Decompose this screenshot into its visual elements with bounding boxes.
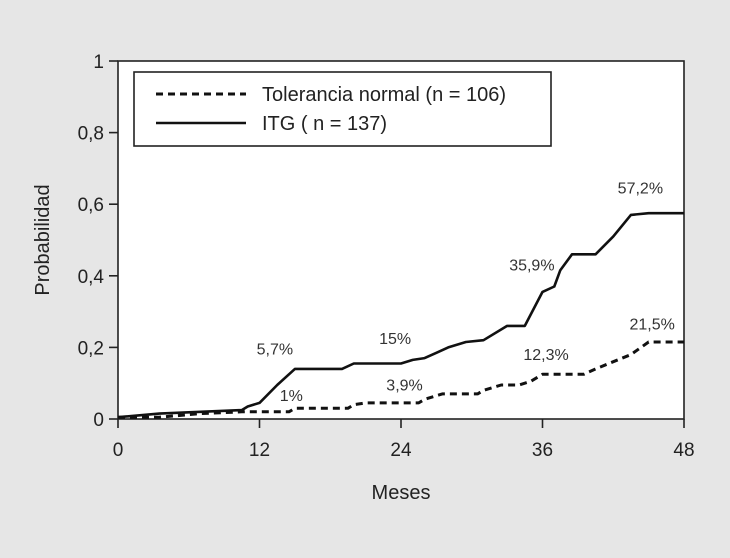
series-line-tolerancia-normal	[118, 340, 684, 419]
legend: Tolerancia normal (n = 106) ITG ( n = 137…	[133, 71, 552, 147]
legend-label: ITG ( n = 137)	[262, 113, 387, 135]
x-tick-label: 36	[532, 440, 553, 461]
data-label: 5,7%	[257, 342, 293, 359]
y-tick-label: 0,8	[78, 124, 104, 145]
series-line-itg	[117, 211, 684, 419]
data-label: 1%	[280, 388, 303, 405]
legend-label: Tolerancia normal (n = 106)	[262, 84, 506, 106]
data-label: 21,5%	[629, 317, 674, 334]
legend-box	[133, 71, 552, 147]
x-tick-label: 12	[249, 440, 270, 461]
data-label: 57,2%	[618, 180, 663, 197]
y-axis-title: Probabilidad	[32, 184, 54, 295]
y-tick-label: 1	[93, 52, 104, 73]
data-label: 15%	[379, 331, 411, 348]
y-tick-label: 0,6	[78, 195, 104, 216]
y-tick-label: 0,4	[78, 267, 105, 288]
x-tick-label: 48	[673, 440, 694, 461]
x-tick-label: 0	[113, 440, 124, 461]
x-tick-label: 24	[390, 440, 412, 461]
x-axis-title: Meses	[372, 482, 431, 504]
data-label: 3,9%	[386, 377, 422, 394]
y-tick-label: 0	[93, 410, 104, 431]
y-tick-label: 0,2	[78, 338, 104, 359]
data-label: 12,3%	[523, 347, 568, 364]
data-label: 35,9%	[509, 257, 554, 274]
